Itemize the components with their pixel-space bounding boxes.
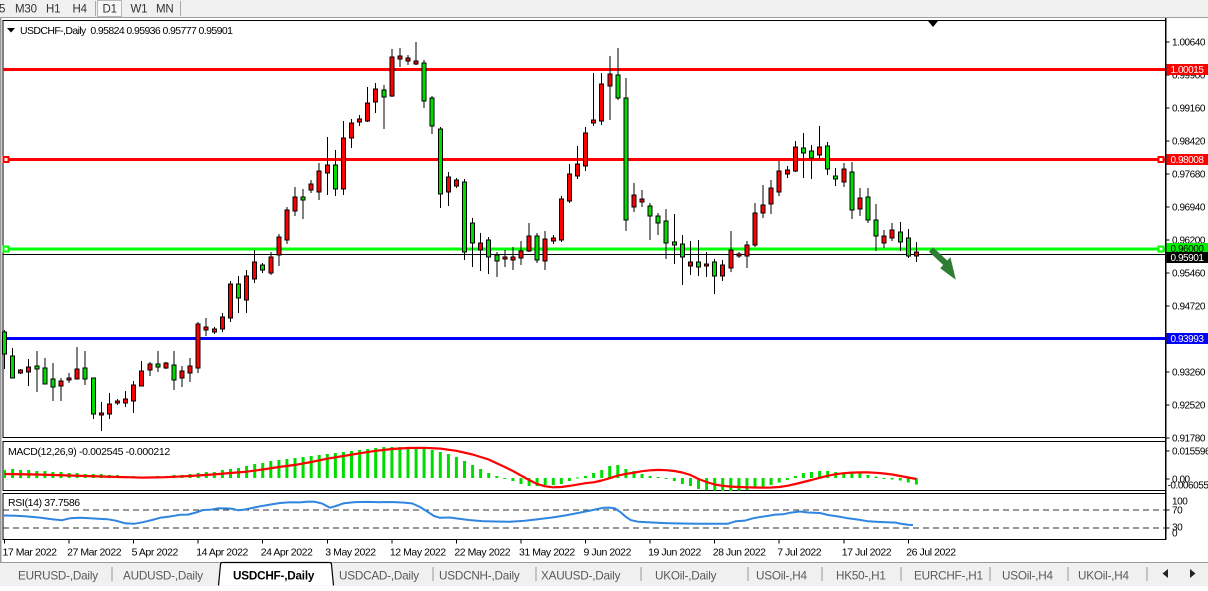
svg-text:D1: D1	[103, 4, 117, 16]
svg-text:0.95901: 0.95901	[1171, 253, 1205, 264]
svg-text:EURCHF-,H1: EURCHF-,H1	[914, 570, 983, 583]
svg-text:USDCNH-,Daily: USDCNH-,Daily	[439, 570, 520, 583]
svg-text:0.91780: 0.91780	[1172, 434, 1206, 445]
svg-text:XAUUSD-,Daily: XAUUSD-,Daily	[541, 570, 621, 583]
svg-text:5: 5	[0, 4, 5, 16]
svg-text:31 May 2022: 31 May 2022	[519, 547, 575, 559]
svg-text:W1: W1	[131, 4, 148, 16]
svg-text:USDCHF-,Daily 0.95824 0.95936: USDCHF-,Daily 0.95824 0.95936 0.95777 0.…	[20, 25, 233, 37]
svg-text:3 May 2022: 3 May 2022	[325, 547, 376, 559]
svg-text:-0.006055: -0.006055	[1168, 481, 1208, 492]
svg-text:24 Apr 2022: 24 Apr 2022	[261, 547, 313, 559]
svg-text:0.93260: 0.93260	[1172, 368, 1206, 379]
svg-text:9 Jun 2022: 9 Jun 2022	[584, 547, 632, 559]
svg-text:17 Jul 2022: 17 Jul 2022	[842, 547, 892, 559]
svg-text:26 Jul 2022: 26 Jul 2022	[906, 547, 956, 559]
svg-text:USOil-,H4: USOil-,H4	[1002, 570, 1053, 583]
svg-text:MN: MN	[156, 4, 174, 16]
svg-text:7 Jul 2022: 7 Jul 2022	[777, 547, 822, 559]
svg-text:19 Jun 2022: 19 Jun 2022	[648, 547, 701, 559]
svg-text:RSI(14) 37.7586: RSI(14) 37.7586	[8, 497, 80, 509]
svg-text:1.00640: 1.00640	[1172, 38, 1206, 49]
svg-text:27 Mar 2022: 27 Mar 2022	[67, 547, 122, 559]
svg-text:0.93993: 0.93993	[1171, 334, 1205, 345]
svg-text:UKOil-,H4: UKOil-,H4	[1078, 570, 1129, 583]
svg-text:0.92520: 0.92520	[1172, 401, 1206, 412]
svg-text:0.94720: 0.94720	[1172, 302, 1206, 313]
svg-text:0.95460: 0.95460	[1172, 269, 1206, 280]
svg-text:0.98420: 0.98420	[1172, 137, 1206, 148]
svg-text:28 Jun 2022: 28 Jun 2022	[713, 547, 766, 559]
svg-text:0.96940: 0.96940	[1172, 203, 1206, 214]
svg-text:14 Apr 2022: 14 Apr 2022	[196, 547, 248, 559]
svg-text:HK50-,H1: HK50-,H1	[836, 570, 886, 583]
svg-text:MACD(12,26,9) -0.002545 -0.000: MACD(12,26,9) -0.002545 -0.000212	[8, 446, 170, 458]
svg-text:EURUSD-,Daily: EURUSD-,Daily	[18, 570, 98, 583]
svg-text:USDCHF-,Daily: USDCHF-,Daily	[233, 570, 315, 583]
svg-text:5 Apr 2022: 5 Apr 2022	[132, 547, 179, 559]
svg-text:USDCAD-,Daily: USDCAD-,Daily	[339, 570, 419, 583]
svg-text:17 Mar 2022: 17 Mar 2022	[3, 547, 58, 559]
svg-text:70: 70	[1172, 506, 1183, 517]
svg-text:H4: H4	[73, 4, 88, 16]
svg-text:0.015596: 0.015596	[1172, 447, 1208, 458]
svg-text:12 May 2022: 12 May 2022	[390, 547, 446, 559]
svg-text:22 May 2022: 22 May 2022	[454, 547, 510, 559]
svg-text:UKOil-,Daily: UKOil-,Daily	[655, 570, 717, 583]
svg-text:0.99160: 0.99160	[1172, 104, 1206, 115]
svg-text:1.00015: 1.00015	[1171, 65, 1205, 76]
svg-text:H1: H1	[46, 4, 60, 16]
svg-text:0.98008: 0.98008	[1171, 155, 1205, 166]
svg-text:M30: M30	[15, 4, 37, 16]
svg-text:0.97680: 0.97680	[1172, 170, 1206, 181]
svg-text:0: 0	[1172, 529, 1178, 540]
svg-text:USOil-,H4: USOil-,H4	[756, 570, 807, 583]
svg-text:AUDUSD-,Daily: AUDUSD-,Daily	[123, 570, 203, 583]
